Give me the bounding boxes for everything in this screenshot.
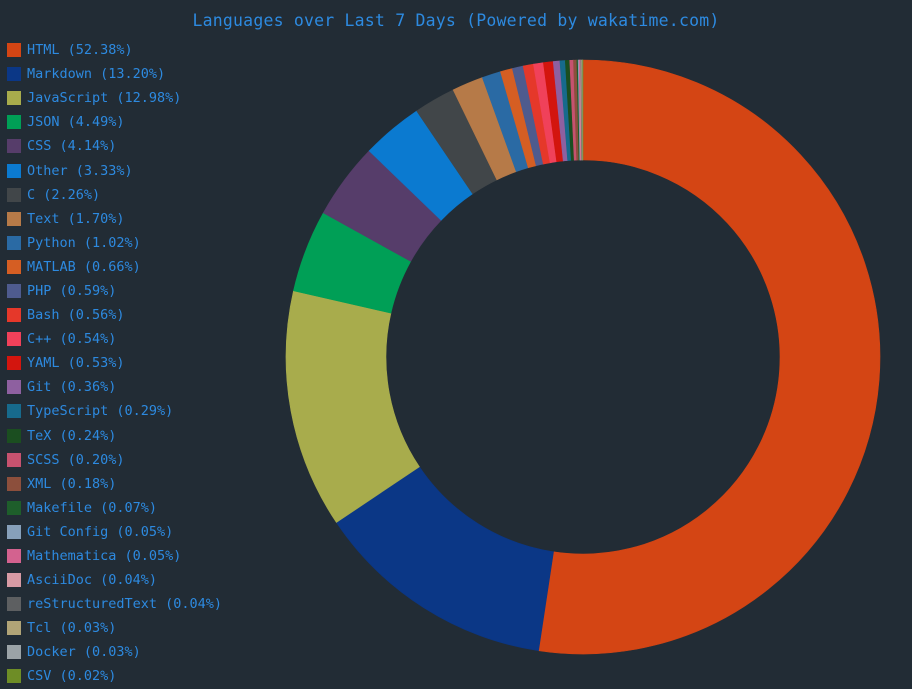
donut-slices bbox=[286, 60, 880, 654]
slice-html bbox=[539, 60, 880, 654]
